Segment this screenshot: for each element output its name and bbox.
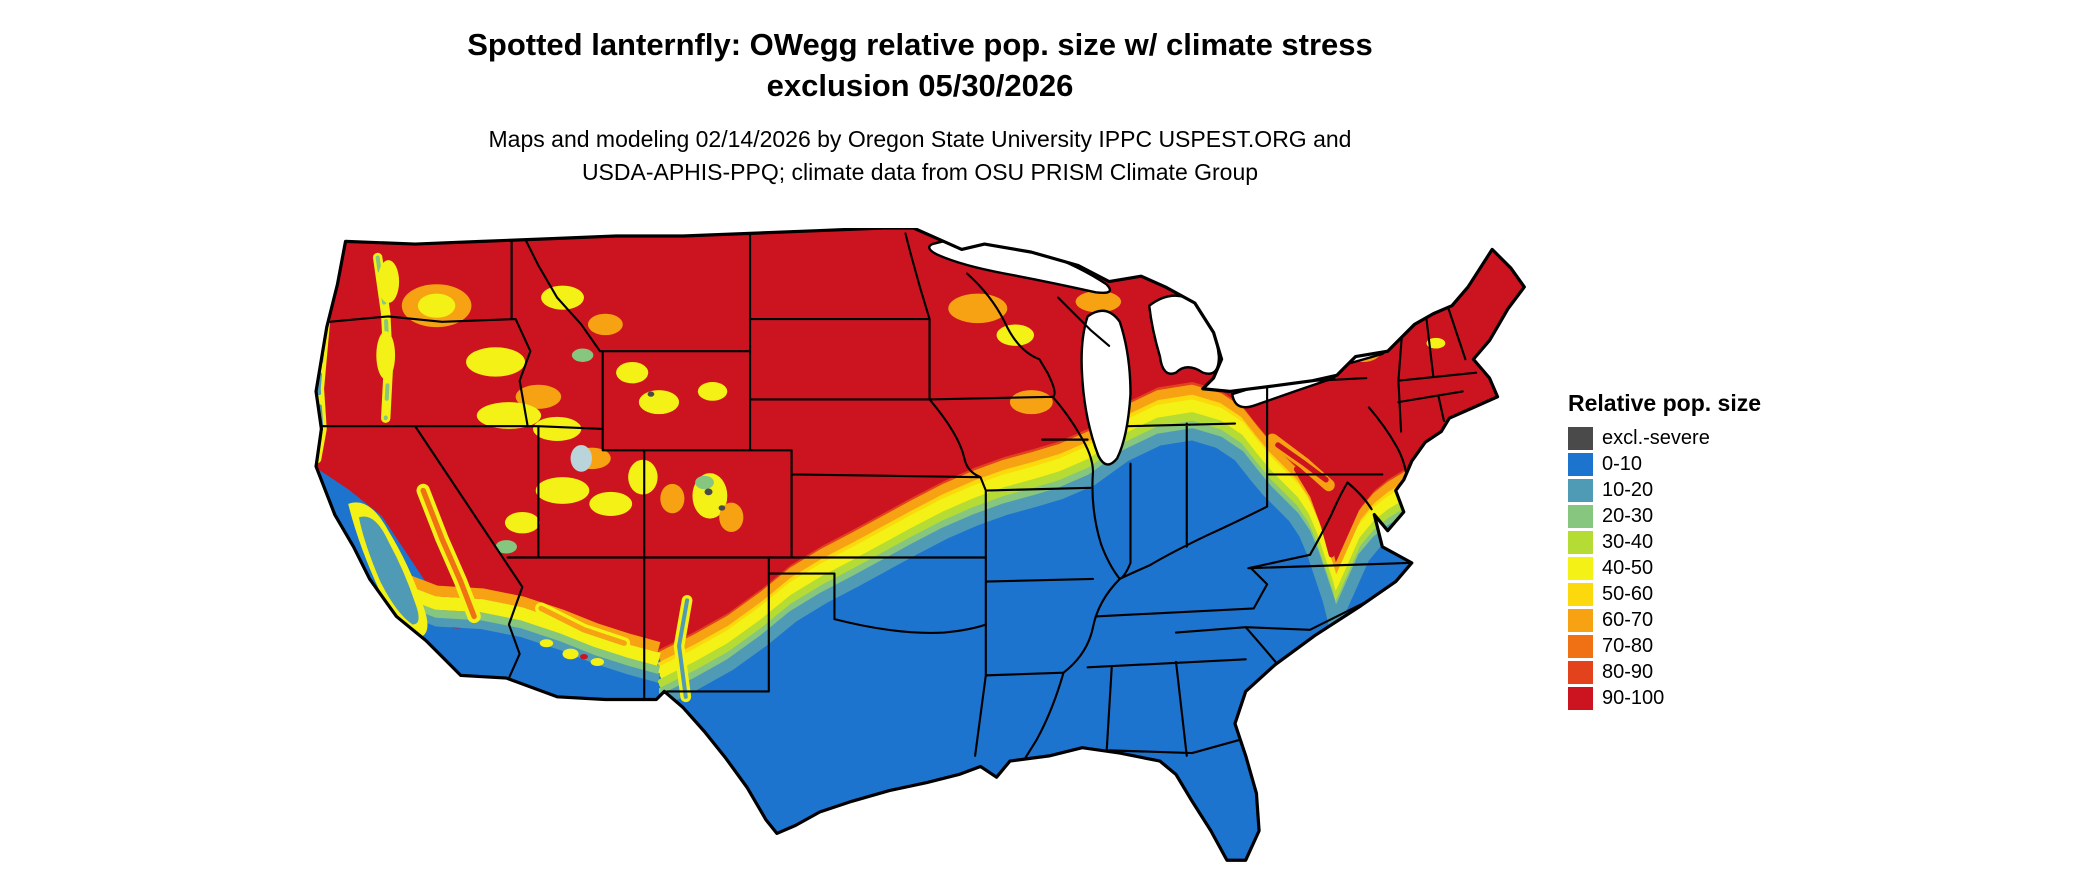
subtitle: Maps and modeling 02/14/2026 by Oregon S… [488,126,1352,152]
legend-swatch [1568,583,1593,606]
arizona-rim-ridge [535,602,631,650]
legend-row: 10-20 [1568,479,1761,502]
legend-label: 0-10 [1602,453,1643,475]
legend-label: 10-20 [1602,479,1654,501]
lake-michigan [1080,309,1132,466]
legend-swatch [1568,479,1593,502]
page-title: Spotted lanternfly: OWegg relative pop. … [467,27,1373,62]
us-map-svg [314,228,1526,876]
legend-row: 20-30 [1568,505,1761,528]
florida-keys [1230,871,1257,876]
us-map [308,228,1527,887]
legend-items: excl.-severe 0-10 10-20 20-30 30-40 40-50 50-6… [1568,427,1761,710]
transition-bands [655,382,1489,708]
legend-swatch [1568,609,1593,632]
legend-swatch [1568,453,1593,476]
state-borders [317,232,1478,763]
page-title-line2: exclusion 05/30/2026 [766,68,1074,103]
legend-swatch [1568,531,1593,554]
california-central-valley [348,502,428,638]
legend-row: 90-100 [1568,687,1761,710]
legend-row: 40-50 [1568,557,1761,580]
sierra-nevada-ridge [416,483,481,624]
legend-label: 20-30 [1602,505,1654,527]
title-block: Spotted lanternfly: OWegg relative pop. … [300,24,1540,189]
legend-swatch [1568,557,1593,580]
legend-label: 70-80 [1602,635,1654,657]
legend-label: 80-90 [1602,661,1654,683]
lake-huron [1147,294,1221,375]
legend-label: 40-50 [1602,557,1654,579]
legend-row: 80-90 [1568,661,1761,684]
rio-grande-streak [673,595,693,703]
legend-label: 90-100 [1602,687,1665,709]
legend-label: 60-70 [1602,609,1654,631]
legend-row: 50-60 [1568,583,1761,606]
legend-title: Relative pop. size [1568,390,1762,416]
legend-swatch [1568,661,1593,684]
us-outline [314,228,1526,862]
great-salt-lake [570,444,592,472]
legend-label: excl.-severe [1602,427,1710,449]
legend-swatch [1568,427,1593,450]
legend-row: 70-80 [1568,635,1761,658]
subtitle-block: Maps and modeling 02/14/2026 by Oregon S… [300,123,1540,189]
legend-label: 50-60 [1602,583,1654,605]
legend-row: 0-10 [1568,453,1761,476]
legend-label: 30-40 [1602,531,1654,553]
legend-swatch [1568,687,1593,710]
legend: Relative pop. size excl.-severe 0-10 10-20… [1568,390,1761,713]
legend-swatch [1568,635,1593,658]
legend-row: 60-70 [1568,609,1761,632]
legend-row: excl.-severe [1568,427,1761,450]
subtitle-line2: USDA-APHIS-PPQ; climate data from OSU PR… [581,159,1259,185]
legend-swatch [1568,505,1593,528]
legend-row: 30-40 [1568,531,1761,554]
